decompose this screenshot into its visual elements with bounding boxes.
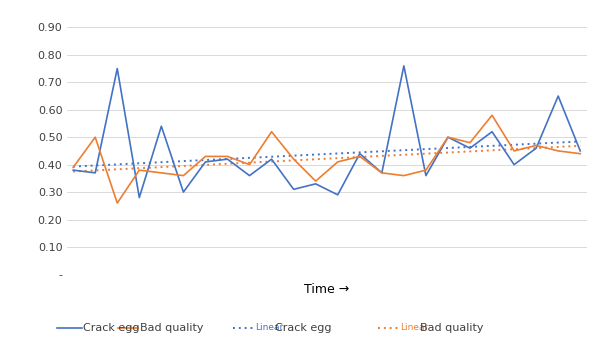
Text: Linear: Linear: [255, 323, 283, 332]
Text: Linear: Linear: [400, 323, 428, 332]
X-axis label: Time →: Time →: [304, 283, 349, 296]
Text: Crack egg: Crack egg: [83, 322, 140, 333]
Text: Bad quality: Bad quality: [420, 322, 483, 333]
Text: Crack egg: Crack egg: [275, 322, 332, 333]
Text: Bad quality: Bad quality: [140, 322, 203, 333]
